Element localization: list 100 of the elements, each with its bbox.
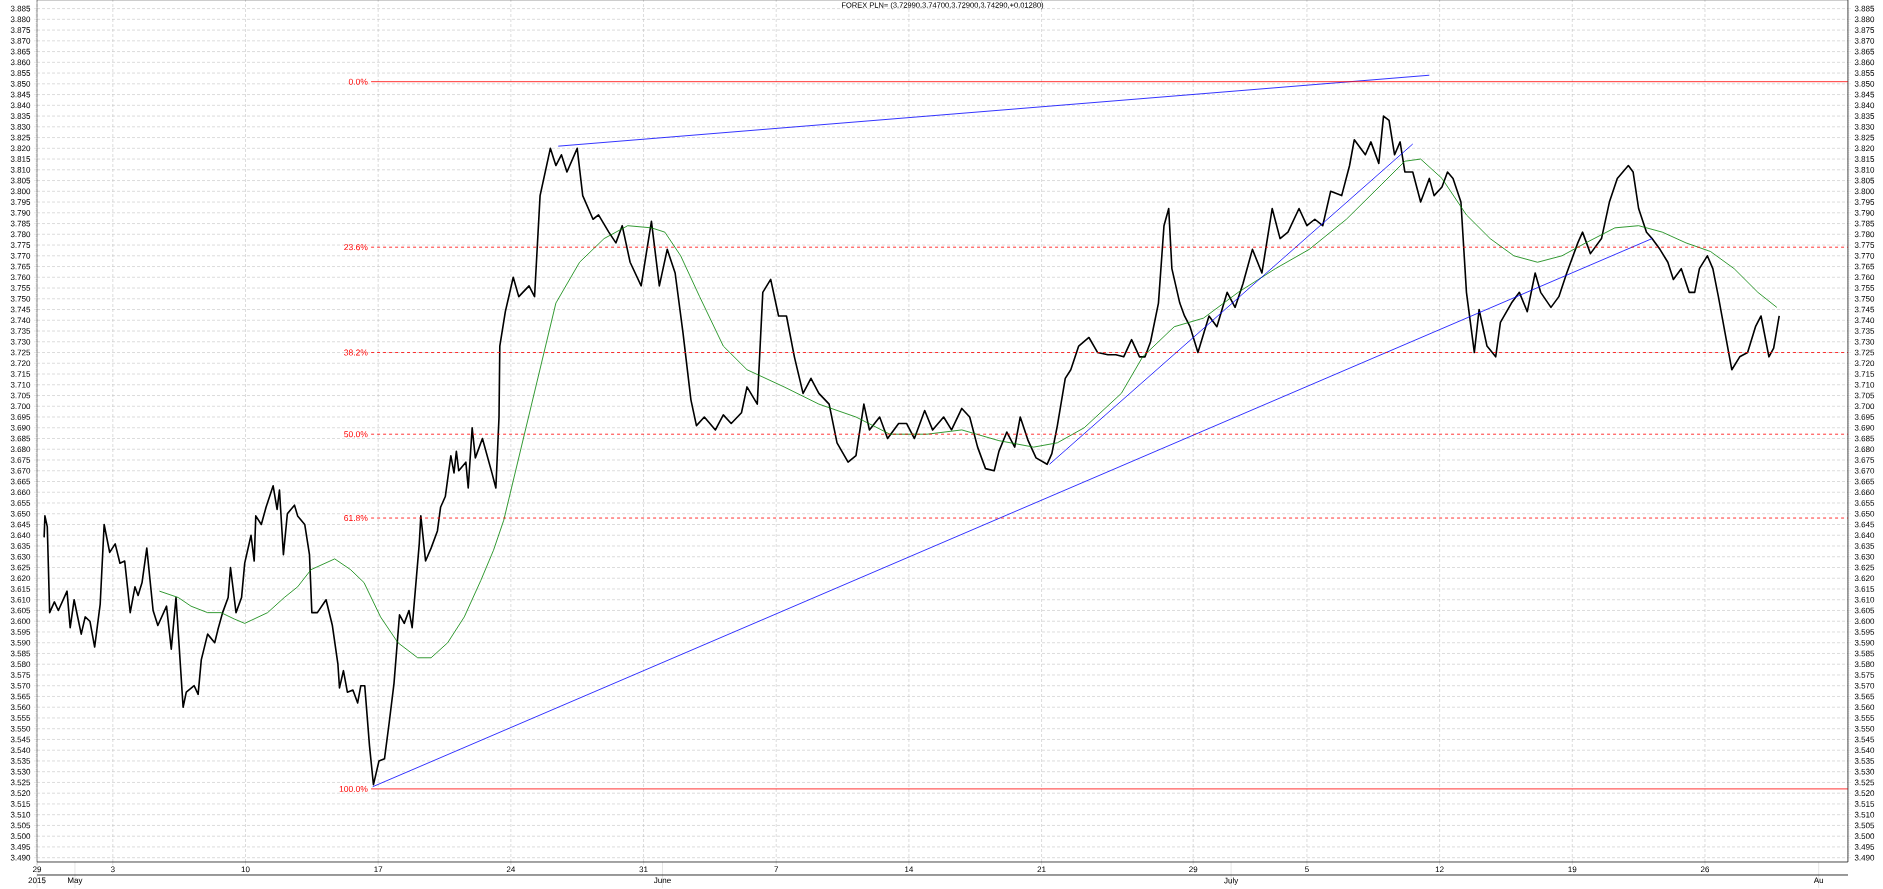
y-tick-label: 3.755 — [10, 285, 31, 291]
y2-tick-label: 3.530 — [1854, 768, 1875, 775]
y2-tick-label: 3.510 — [1854, 811, 1875, 818]
y2-tick-label: 3.535 — [1854, 758, 1875, 764]
y2-tick-label: 3.640 — [1854, 532, 1875, 539]
y2-tick-label: 3.595 — [1854, 629, 1875, 635]
y2-tick-label: 3.665 — [1854, 478, 1875, 485]
y2-tick-label: 3.550 — [1854, 725, 1875, 732]
y-tick-label: 3.515 — [10, 801, 31, 807]
series-label: 38.2% — [344, 349, 368, 356]
y2-tick-label: 3.520 — [1854, 790, 1875, 797]
x-tick-label: 21 — [1037, 866, 1046, 873]
x2-tick-label: 2015 — [28, 877, 46, 884]
y-tick-label: 3.735 — [10, 328, 31, 334]
y2-tick-label: 3.540 — [1854, 747, 1875, 754]
y2-tick-label: 3.820 — [1854, 145, 1875, 152]
x-tick-label: 19 — [1568, 866, 1577, 873]
y-tick-label: 3.550 — [10, 725, 31, 732]
y-tick-label: 3.705 — [10, 392, 31, 399]
series-label: 23.6% — [344, 244, 368, 251]
y-tick-label: 3.660 — [10, 489, 31, 496]
y2-tick-label: 3.490 — [1854, 854, 1875, 861]
y2-tick-label: 3.830 — [1854, 123, 1875, 130]
y-tick-label: 3.570 — [10, 682, 31, 689]
x2-tick-label: May — [68, 877, 83, 885]
y2-tick-label: 3.805 — [1854, 177, 1875, 184]
y2-tick-label: 3.740 — [1854, 317, 1875, 324]
y-tick-label: 3.785 — [10, 220, 31, 227]
y2-tick-label: 3.625 — [1854, 564, 1875, 571]
y2-tick-label: 3.515 — [1854, 801, 1875, 807]
line-series — [43, 115, 1780, 786]
y2-tick-label: 3.525 — [1854, 779, 1875, 786]
y-tick-label: 3.530 — [10, 768, 31, 775]
x2-tick-label: June — [653, 877, 671, 884]
y-tick-label: 3.870 — [10, 38, 31, 44]
y-tick-label: 3.885 — [10, 5, 31, 12]
x-tick-label: 7 — [774, 866, 779, 873]
y2-tick-label: 3.750 — [1854, 295, 1875, 302]
y-tick-label: 3.665 — [10, 478, 31, 485]
y2-tick-label: 3.840 — [1854, 102, 1875, 109]
y2-tick-label: 3.765 — [1854, 263, 1875, 270]
y2-tick-label: 3.825 — [1854, 134, 1875, 141]
y2-tick-label: 3.755 — [1854, 285, 1875, 291]
y-tick-label: 3.830 — [10, 123, 31, 130]
y2-tick-label: 3.720 — [1854, 360, 1875, 367]
y-tick-label: 3.540 — [10, 747, 31, 754]
y-tick-label: 3.850 — [10, 81, 31, 87]
series-label: 61.8% — [344, 515, 368, 522]
y2-tick-label: 3.775 — [1854, 242, 1875, 248]
y-tick-label: 3.700 — [10, 403, 31, 410]
series-label: 0.0% — [348, 78, 368, 85]
y2-tick-label: 3.850 — [1854, 81, 1875, 87]
y2-tick-label: 3.590 — [1854, 639, 1875, 646]
y-tick-label: 3.770 — [10, 252, 31, 259]
y2-tick-label: 3.785 — [1854, 220, 1875, 227]
y-tick-label: 3.790 — [10, 209, 31, 216]
y2-tick-label: 3.610 — [1854, 596, 1875, 603]
y-tick-label: 3.650 — [10, 510, 31, 517]
y-tick-label: 3.795 — [10, 199, 31, 205]
y2-tick-label: 3.700 — [1854, 403, 1875, 410]
y2-tick-label: 3.495 — [1854, 844, 1875, 850]
y2-tick-label: 3.600 — [1854, 618, 1875, 625]
y2-tick-label: 3.725 — [1854, 349, 1875, 356]
y-tick-label: 3.640 — [10, 532, 31, 539]
y-tick-label: 3.600 — [10, 618, 31, 625]
y-tick-label: 3.670 — [10, 467, 31, 474]
y2-tick-label: 3.735 — [1854, 328, 1875, 334]
y2-tick-label: 3.670 — [1854, 467, 1875, 474]
y-tick-label: 3.505 — [10, 822, 31, 829]
y2-tick-label: 3.730 — [1854, 338, 1875, 345]
y2-tick-label: 3.800 — [1854, 188, 1875, 195]
y-tick-label: 3.655 — [10, 500, 31, 506]
y-tick-label: 3.825 — [10, 134, 31, 141]
y-tick-label: 3.595 — [10, 629, 31, 635]
y2-tick-label: 3.790 — [1854, 209, 1875, 216]
y-tick-label: 3.710 — [10, 381, 31, 388]
y-tick-label: 3.815 — [10, 156, 31, 162]
y2-tick-label: 3.545 — [1854, 736, 1875, 743]
y2-tick-label: 3.565 — [1854, 693, 1875, 700]
y2-tick-label: 3.675 — [1854, 457, 1875, 463]
y2-tick-label: 3.860 — [1854, 59, 1875, 66]
y2-tick-label: 3.655 — [1854, 500, 1875, 506]
x-tick-label: 12 — [1435, 866, 1444, 873]
y-tick-label: 3.615 — [10, 586, 31, 592]
y-tick-label: 3.740 — [10, 317, 31, 324]
y2-tick-label: 3.635 — [1854, 543, 1875, 549]
y2-tick-label: 3.660 — [1854, 489, 1875, 496]
x-tick-label: 29 — [1189, 866, 1198, 873]
y2-tick-label: 3.570 — [1854, 682, 1875, 689]
y-tick-label: 3.765 — [10, 263, 31, 270]
x-tick-label: 29 — [32, 866, 42, 873]
x2-tick-label: July — [1224, 877, 1239, 885]
y2-tick-label: 3.715 — [1854, 371, 1875, 377]
y2-tick-label: 3.795 — [1854, 199, 1875, 205]
y-tick-label: 3.725 — [10, 349, 31, 356]
y-tick-label: 3.780 — [10, 231, 31, 238]
y-tick-label: 3.860 — [10, 59, 31, 66]
y-tick-label: 3.580 — [10, 661, 31, 668]
y2-tick-label: 3.685 — [1854, 435, 1875, 442]
y-tick-label: 3.635 — [10, 543, 31, 549]
